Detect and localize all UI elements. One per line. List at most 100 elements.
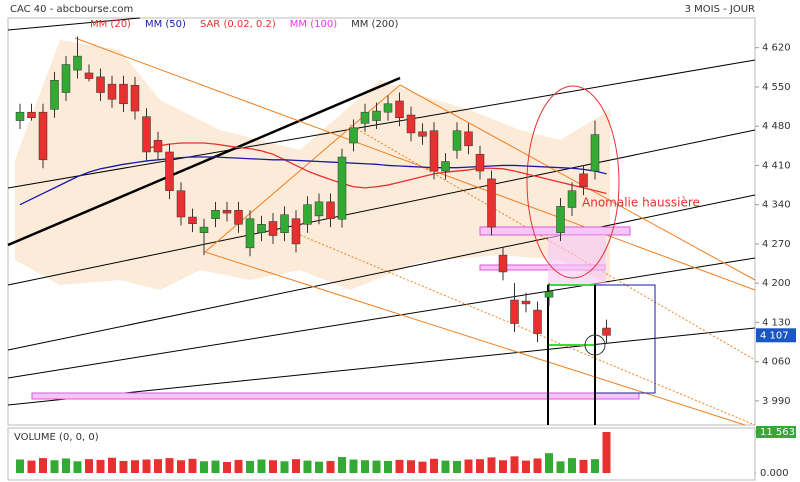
- volume-bar: [200, 461, 208, 473]
- volume-bar: [188, 458, 197, 473]
- header-period: 3 MOIS - JOUR: [685, 4, 755, 15]
- volume-bar: [165, 458, 174, 473]
- volume-bar: [39, 458, 47, 473]
- volume-label-box: [756, 467, 796, 479]
- volume-bar: [349, 459, 358, 473]
- volume-bar: [384, 460, 392, 473]
- volume-bar: [246, 460, 254, 473]
- y-tick-label: 4 550: [762, 82, 791, 93]
- volume-bar: [269, 460, 277, 473]
- volume-bar: [315, 461, 323, 473]
- candle-body: [96, 76, 105, 93]
- legend-entry: MM (200): [351, 19, 398, 30]
- candle-body: [61, 64, 71, 93]
- candle-body: [464, 131, 473, 147]
- volume-bar: [602, 432, 611, 473]
- volume-bar: [453, 460, 461, 473]
- volume-bar: [211, 460, 220, 473]
- zone: [479, 226, 631, 236]
- header-title: CAC 40 - abcbourse.com: [10, 4, 133, 15]
- volume-bar: [108, 457, 116, 473]
- candle-body: [602, 327, 611, 336]
- volume-bar: [499, 460, 507, 473]
- legend-entry: MM (50): [145, 19, 186, 30]
- marker-circle: [584, 334, 606, 356]
- y-tick-label: 11 563: [760, 427, 795, 438]
- candle-body: [268, 221, 278, 236]
- candle-body: [372, 110, 381, 121]
- candle-body: [360, 111, 370, 124]
- annotation: Anomalie haussière: [582, 196, 700, 210]
- candle-body: [257, 224, 266, 233]
- volume-bar: [177, 460, 185, 473]
- candle-body: [579, 173, 588, 187]
- volume-bar: [154, 459, 162, 473]
- volume-bar: [119, 460, 128, 473]
- candle-body: [211, 210, 220, 219]
- candle-body: [510, 299, 519, 324]
- volume-bar: [16, 459, 24, 473]
- candle-body: [165, 151, 174, 191]
- volume-bar: [257, 459, 266, 473]
- bollinger-band: [15, 40, 610, 290]
- candle-body: [176, 190, 186, 218]
- y-tick-label: 4 270: [762, 239, 791, 250]
- volume-bar: [280, 461, 289, 473]
- volume-bar: [361, 460, 369, 473]
- trend-lines: [7, 17, 756, 406]
- y-tick-label: 4 060: [762, 357, 791, 368]
- indicator-line: [19, 156, 607, 206]
- zone: [548, 235, 606, 285]
- volume-bar: [591, 459, 599, 473]
- volume-bar: [131, 460, 139, 473]
- volume-bar: [27, 460, 36, 473]
- candle-body: [567, 190, 577, 208]
- y-tick-label: 3 990: [762, 396, 791, 407]
- candle-body: [291, 218, 301, 245]
- volume-bar: [441, 460, 450, 473]
- candle-body: [84, 72, 94, 79]
- volume-bar: [303, 460, 312, 473]
- zone: [31, 392, 640, 400]
- indicator-line: [146, 142, 607, 195]
- candle-body: [73, 55, 82, 71]
- candle-body: [452, 130, 462, 151]
- candle-body: [107, 83, 117, 100]
- volume-bar: [407, 460, 415, 473]
- volume-bar: [85, 459, 93, 473]
- candle-body: [429, 130, 439, 172]
- volume-bar: [556, 461, 565, 473]
- candle-body: [418, 131, 427, 137]
- candle-body: [303, 204, 312, 225]
- candle-body: [395, 100, 404, 119]
- volume-bar: [372, 460, 381, 473]
- volume-bar: [430, 458, 438, 473]
- y-tick-label: 4 410: [762, 160, 791, 171]
- candle-body: [337, 156, 347, 220]
- candle-body: [222, 210, 232, 214]
- y-tick-label: 0.000: [760, 468, 789, 479]
- volume-bar: [50, 460, 59, 473]
- volume-bar: [338, 457, 346, 473]
- highlight-ellipse: [526, 85, 620, 279]
- volume-bar: [292, 459, 300, 473]
- candle-body: [326, 201, 335, 219]
- last-price-box: [756, 328, 796, 343]
- candle-body: [544, 291, 554, 298]
- volume-bar: [579, 459, 588, 473]
- legend-entry: SAR (0.02, 0.2): [200, 19, 276, 30]
- candle-body: [406, 114, 416, 134]
- volume-bar: [395, 459, 404, 473]
- volume-bar: [476, 459, 484, 473]
- volume-bar: [234, 459, 243, 473]
- candle-body: [50, 79, 59, 110]
- candle-body: [199, 226, 209, 233]
- volume-bar: [568, 458, 576, 473]
- volume-bar: [326, 460, 335, 473]
- volume-title: VOLUME (0, 0, 0): [14, 432, 99, 443]
- y-tick-label: 4 620: [762, 43, 791, 54]
- legend-entry: MM (20): [90, 19, 131, 30]
- candle-body: [142, 116, 151, 153]
- volume-bar: [510, 456, 519, 473]
- volume-bar: [418, 461, 427, 473]
